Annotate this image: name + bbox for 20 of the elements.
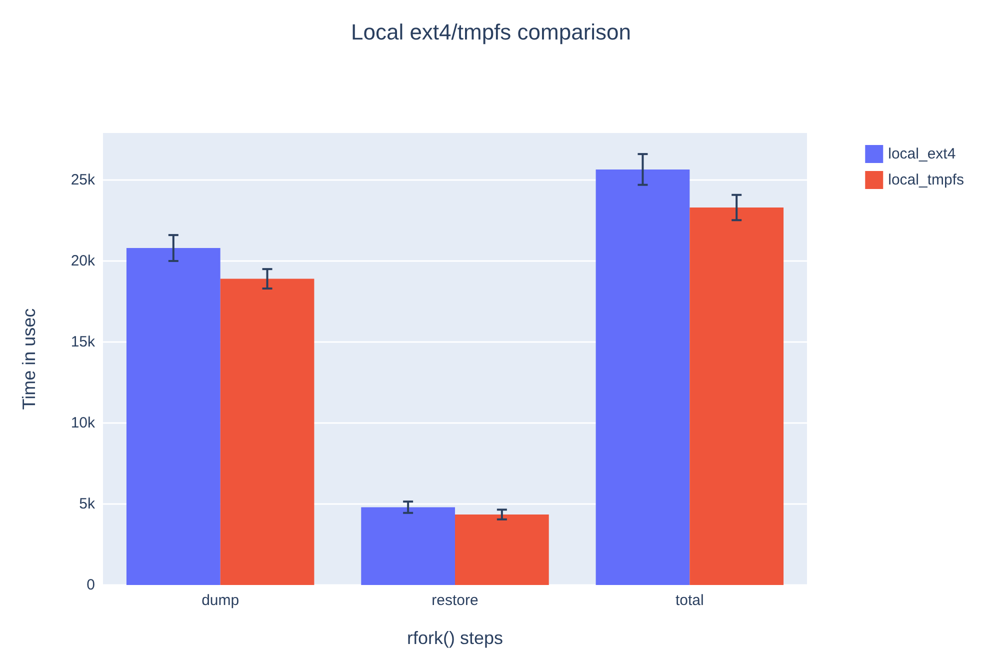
x-tick-label: total xyxy=(675,592,704,609)
bar xyxy=(455,514,549,585)
bar xyxy=(361,507,455,585)
y-tick-label: 25k xyxy=(70,171,96,188)
y-tick-label: 15k xyxy=(70,333,96,350)
y-tick-label: 5k xyxy=(79,495,96,512)
legend-label: local_ext4 xyxy=(888,146,956,162)
bar xyxy=(220,278,314,585)
bar xyxy=(596,169,690,585)
x-axis-title: rfork() steps xyxy=(406,628,504,648)
bar xyxy=(690,208,784,585)
bar xyxy=(126,248,220,585)
x-tick-label: restore xyxy=(432,592,478,609)
legend-label: local_tmpfs xyxy=(888,172,964,188)
y-tick-label: 10k xyxy=(70,414,96,432)
y-tick-label: 20k xyxy=(70,252,96,270)
chart-title: Local ext4/tmpfs comparison xyxy=(350,20,632,44)
y-axis-title: Time in usec xyxy=(19,308,39,410)
y-tick-label: 0 xyxy=(86,576,95,594)
x-tick-label: dump xyxy=(202,592,240,609)
